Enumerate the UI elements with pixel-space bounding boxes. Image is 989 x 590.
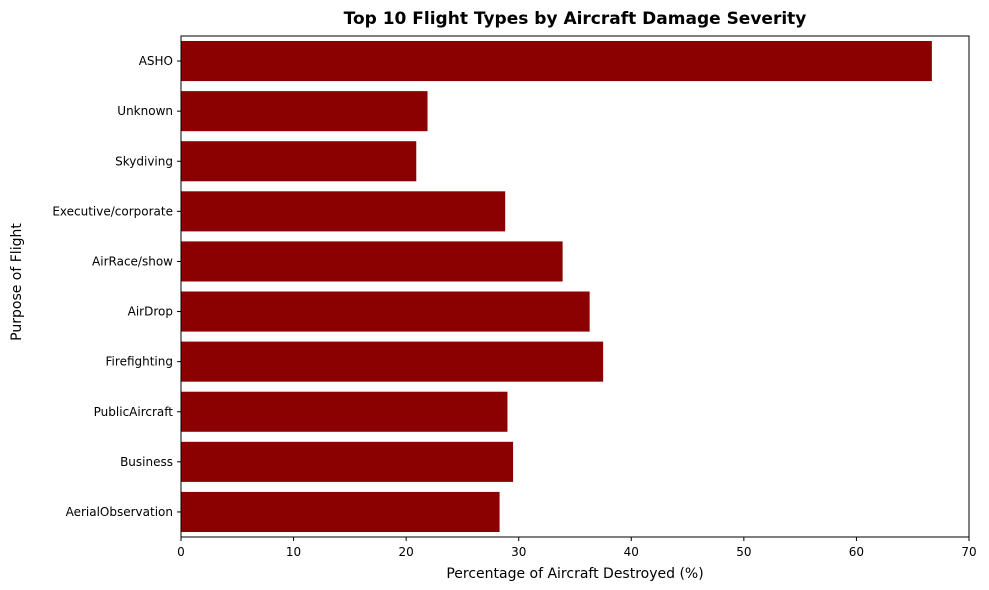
bar (181, 441, 514, 482)
y-tick-label: AerialObservation (66, 505, 173, 519)
x-tick-label: 0 (177, 545, 185, 559)
x-tick-label: 40 (624, 545, 639, 559)
x-tick-label: 20 (399, 545, 414, 559)
bars-group (181, 41, 932, 532)
y-tick-label: PublicAircraft (94, 405, 174, 419)
bar (181, 241, 563, 282)
bar (181, 191, 506, 232)
bar (181, 141, 417, 182)
x-tick-label: 50 (736, 545, 751, 559)
x-tick-label: 70 (961, 545, 976, 559)
y-axis-label: Purpose of Flight (9, 223, 25, 341)
y-axis-ticks: AerialObservation Business PublicAircraft F… (52, 54, 181, 519)
y-tick-label: AirRace/show (92, 254, 173, 268)
y-tick-label: Skydiving (115, 154, 173, 168)
y-tick-label: Firefighting (106, 355, 173, 369)
plot-area-frame (180, 35, 970, 538)
x-tick-label: 60 (849, 545, 864, 559)
y-tick-label: AirDrop (128, 305, 173, 319)
bar (181, 491, 500, 532)
bar (181, 41, 932, 82)
x-tick-label: 10 (286, 545, 301, 559)
bar (181, 291, 590, 332)
x-tick-label: 30 (511, 545, 526, 559)
bar (181, 391, 508, 432)
y-tick-label: Executive/corporate (52, 204, 173, 218)
bar (181, 341, 604, 382)
y-tick-label: Unknown (117, 104, 173, 118)
bar (181, 91, 428, 132)
chart-title: Top 10 Flight Types by Aircraft Damage S… (344, 9, 807, 29)
x-axis-label: Percentage of Aircraft Destroyed (%) (446, 566, 703, 582)
y-tick-label: ASHO (139, 54, 173, 68)
y-tick-label: Business (120, 455, 173, 469)
x-axis-ticks: 0 10 20 30 40 50 60 70 (177, 537, 977, 559)
